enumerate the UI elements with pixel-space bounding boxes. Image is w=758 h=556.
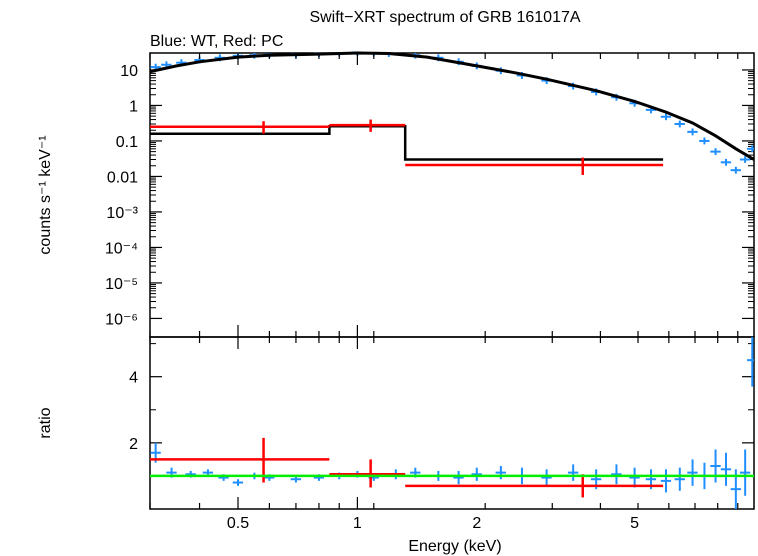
- x-tick-label: 2: [472, 515, 481, 532]
- pc-model-steps: [150, 124, 664, 161]
- y-axis-label-bottom: ratio: [37, 407, 54, 438]
- x-tick-label: 0.5: [227, 515, 249, 532]
- y-tick-label: 0.01: [107, 169, 138, 186]
- spectrum-panel: 10 1 0.1 0.01 10⁻³ 10⁻⁴ 10⁻⁵ 10⁻⁶: [105, 51, 755, 338]
- y-tick-label: 10⁻³: [106, 205, 138, 222]
- ratio-tick-label: 4: [129, 370, 138, 387]
- y-tick-label: 10⁻⁴: [105, 240, 138, 257]
- y-tick-label: 10⁻⁵: [105, 276, 138, 293]
- chart-subtitle: Blue: WT, Red: PC: [150, 33, 283, 50]
- ratio-tick-label: 2: [129, 436, 138, 453]
- x-axis-label: Energy (keV): [408, 538, 501, 555]
- y-tick-label: 10: [120, 63, 138, 80]
- top-panel-frame: [149, 52, 755, 338]
- wt-model-curve: [149, 51, 755, 161]
- y-tick-label: 0.1: [116, 134, 138, 151]
- x-tick-label: 5: [630, 515, 639, 532]
- y-axis-label-top: counts s⁻¹ keV⁻¹: [37, 135, 54, 254]
- ratio-panel: 2 4 0.5 1 2 5: [129, 53, 755, 532]
- chart-title: Swift−XRT spectrum of GRB 161017A: [309, 9, 580, 26]
- x-tick-label: 1: [353, 515, 362, 532]
- y-tick-label: 1: [129, 98, 138, 115]
- bottom-panel-frame: [149, 336, 755, 510]
- y-tick-label: 10⁻⁶: [105, 311, 138, 328]
